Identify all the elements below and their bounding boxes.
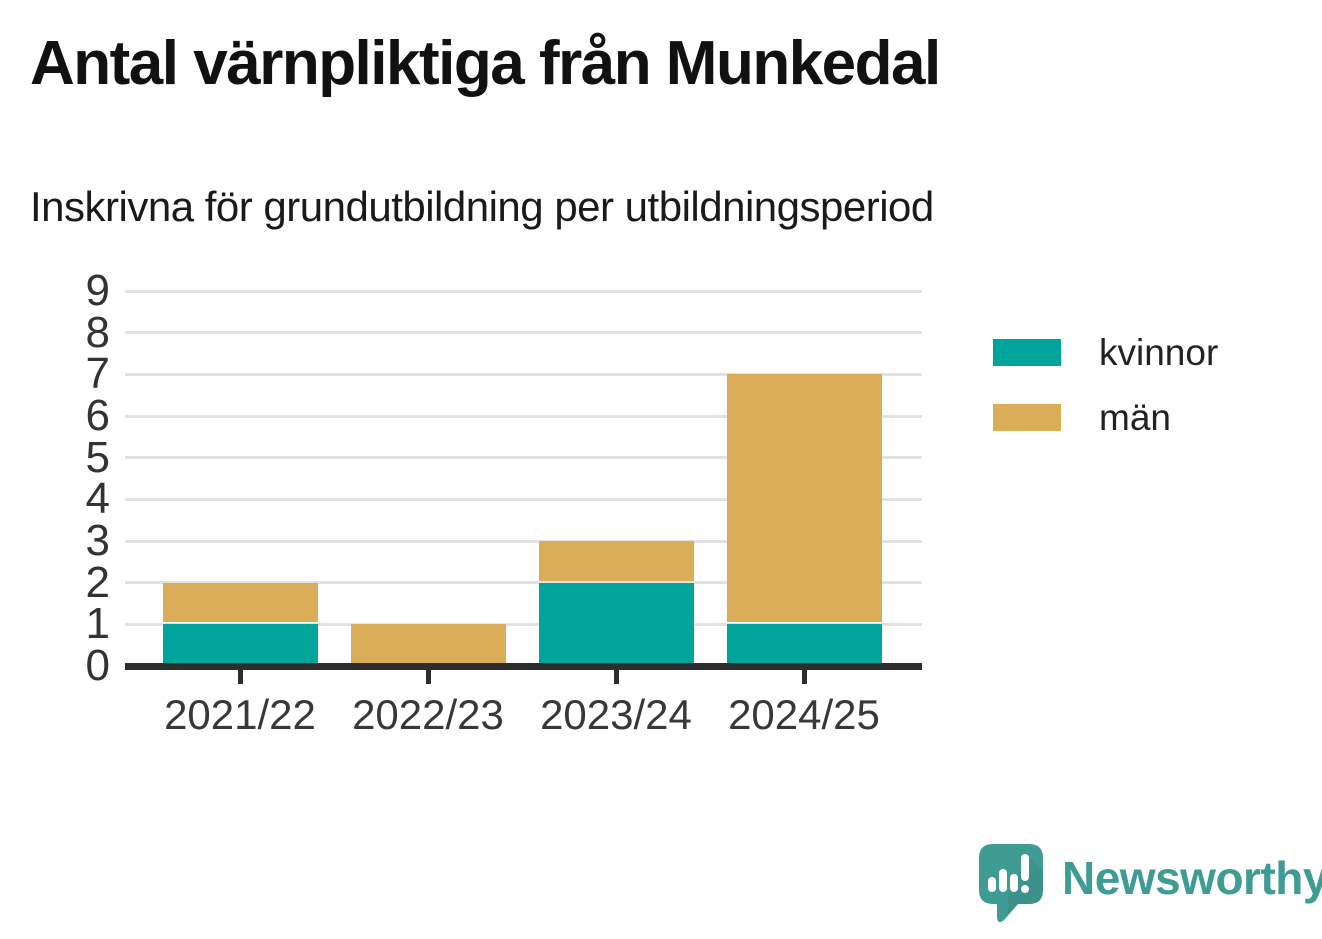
x-axis-tick-label: 2021/22 <box>164 691 316 738</box>
y-axis-tick-label: 4 <box>85 474 110 524</box>
y-axis-tick-label: 3 <box>85 516 110 565</box>
bar-segment-kvinnor <box>538 582 694 664</box>
chart-subtitle: Inskrivna för grundutbildning per utbild… <box>30 183 934 230</box>
bar-segment-kvinnor <box>162 624 318 664</box>
x-axis-tick-label: 2024/25 <box>728 691 880 738</box>
bar-segment-mn <box>726 374 882 623</box>
gridline <box>125 289 922 293</box>
x-axis-line <box>125 663 922 670</box>
gridline <box>125 456 922 460</box>
gridline <box>125 539 922 543</box>
legend-swatch <box>993 339 1061 366</box>
y-axis-tick-label: 9 <box>85 266 110 315</box>
gridline <box>125 372 922 376</box>
legend-label: män <box>1099 397 1171 438</box>
y-axis-tick-label: 5 <box>85 432 110 482</box>
y-axis-tick-label: 2 <box>85 557 110 607</box>
bar-segment-kvinnor <box>726 624 882 664</box>
y-axis-tick-label: 7 <box>85 349 110 399</box>
newsworthy-logo-icon <box>979 844 1043 923</box>
x-axis-tick <box>237 670 243 684</box>
legend-swatch <box>993 404 1061 431</box>
bar-segment-mn <box>538 541 694 581</box>
x-axis-tick-label: 2023/24 <box>540 691 692 738</box>
y-axis-tick-label: 8 <box>85 307 110 357</box>
gridline <box>125 581 922 585</box>
gridline <box>125 414 922 418</box>
gridline <box>125 622 922 626</box>
gridline <box>125 331 922 335</box>
legend-label: kvinnor <box>1099 332 1219 373</box>
legend: kvinnor män <box>993 334 1218 464</box>
x-axis-tick <box>801 670 807 684</box>
bar-segment-mn <box>350 624 506 664</box>
x-axis-tick-label: 2022/23 <box>352 691 504 738</box>
logo-wordmark: Newsworthy <box>1062 852 1322 904</box>
branding: Newsworthy <box>978 843 1322 927</box>
y-axis-tick-label: 6 <box>85 391 110 440</box>
legend-item-kvinnor: kvinnor <box>993 334 1218 371</box>
bar-segment-mn <box>162 582 318 623</box>
y-axis-tick-label: 1 <box>85 599 110 649</box>
chart-title: Antal värnpliktiga från Munkedal <box>30 29 941 98</box>
x-axis-tick <box>613 670 619 684</box>
y-axis-tick-label: 0 <box>85 641 110 690</box>
legend-item-mn: män <box>993 399 1218 436</box>
gridline <box>125 497 922 501</box>
x-axis-tick <box>425 670 431 684</box>
